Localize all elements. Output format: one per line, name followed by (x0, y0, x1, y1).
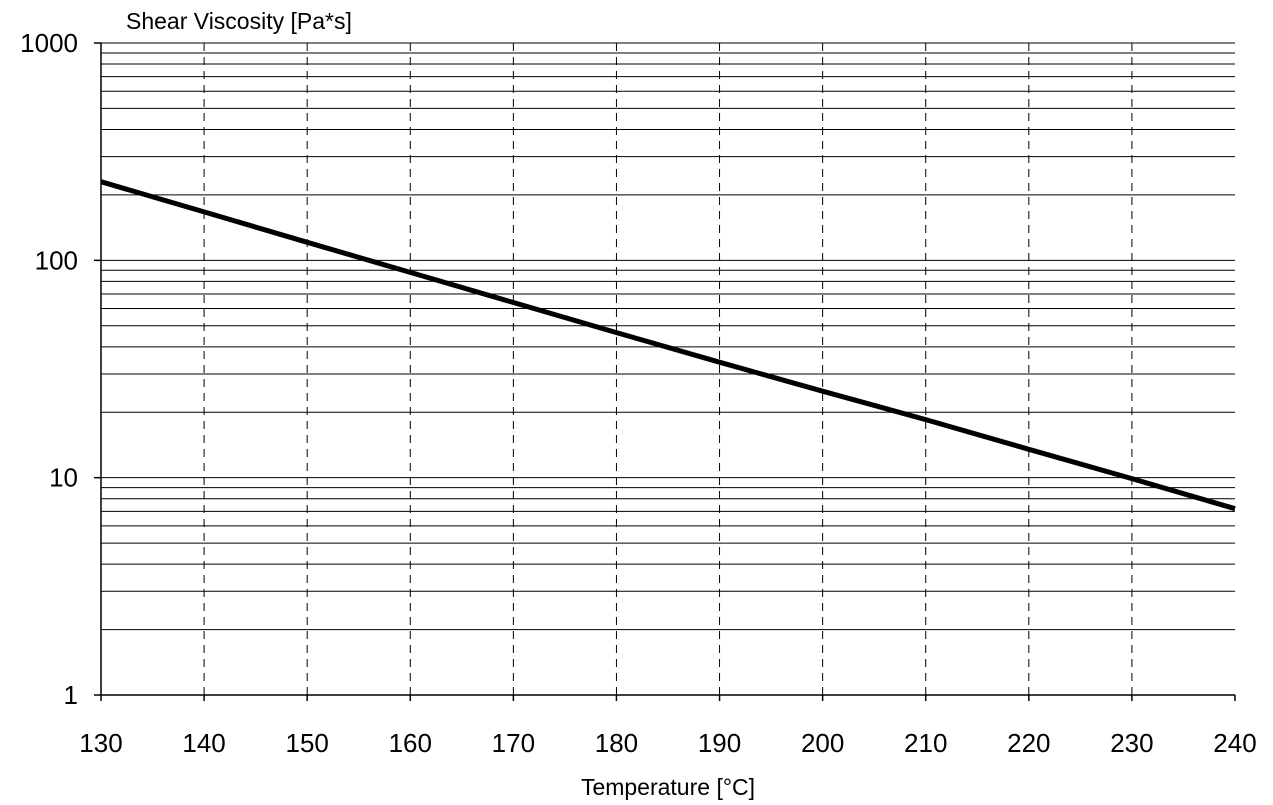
y-tick-labels: 1 10 100 1000 (20, 28, 78, 710)
y-axis-title: Shear Viscosity [Pa*s] (126, 8, 352, 34)
x-tick-label: 140 (182, 728, 225, 758)
series-layer (100, 179, 1236, 512)
x-tick-label: 230 (1110, 728, 1153, 758)
x-tick-label: 190 (698, 728, 741, 758)
x-tick-label: 240 (1213, 728, 1256, 758)
x-axis-title: Temperature [°C] (581, 774, 755, 800)
axes (94, 42, 1236, 701)
x-tick-label: 210 (904, 728, 947, 758)
x-tick-label: 130 (79, 728, 122, 758)
x-tick-labels: 130 140 150 160 170 180 190 200 210 220 230 240 (79, 728, 1256, 758)
y-tick-label: 1000 (20, 28, 78, 58)
x-tick-label: 150 (285, 728, 328, 758)
x-gridlines (203, 43, 1133, 695)
y-tick-label: 1 (64, 680, 78, 710)
y-tick-label: 10 (49, 463, 78, 493)
x-tick-label: 220 (1007, 728, 1050, 758)
x-tick-label: 200 (801, 728, 844, 758)
y-gridlines (101, 42, 1235, 631)
y-tick-label: 100 (35, 245, 78, 275)
x-tick-label: 160 (389, 728, 432, 758)
x-tick-label: 170 (492, 728, 535, 758)
x-tick-label: 180 (595, 728, 638, 758)
series-line (100, 179, 1236, 512)
